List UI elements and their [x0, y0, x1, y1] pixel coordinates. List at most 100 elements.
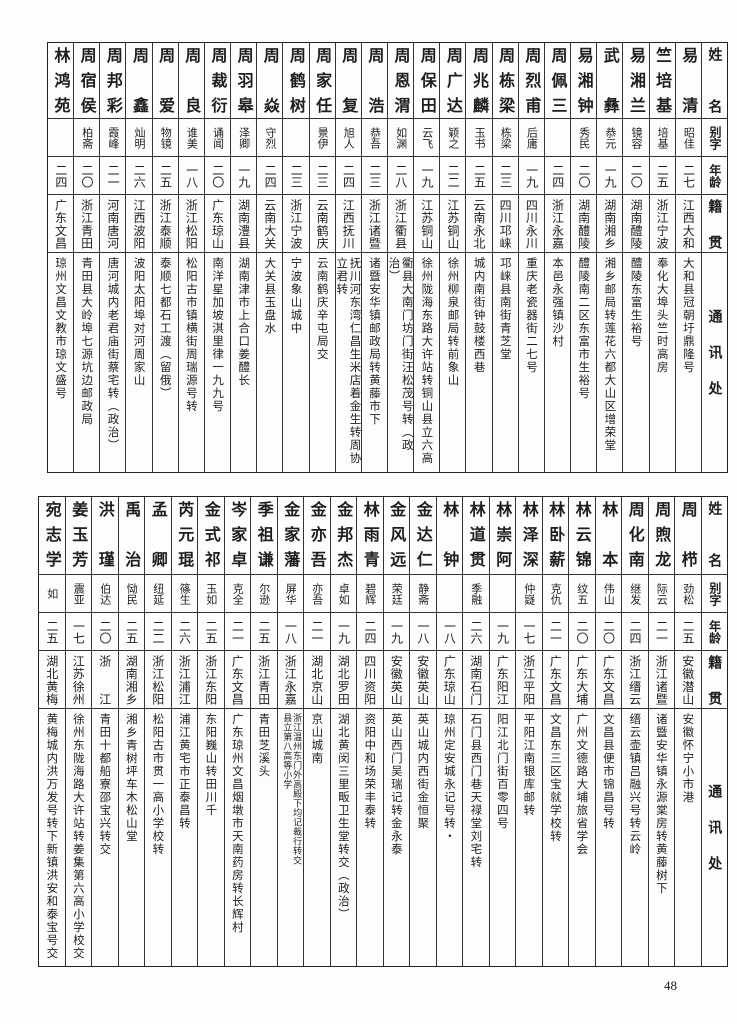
address-cell: 松阳古市镇横街周瑞源号转: [179, 253, 204, 472]
person-record: 禹治 恸民 二五 湖南湘乡 湘乡青树坪车木松山堂: [117, 497, 144, 966]
native-text: 四川邛崃: [498, 199, 513, 249]
native-cell: 湖南石门: [463, 651, 489, 709]
native-text: 浙江平阳: [521, 655, 536, 705]
native-text: 湖北京山: [309, 655, 324, 705]
name-cell: 周广达: [440, 43, 466, 119]
address-cell: 抚川河东湾仁昌生米店着金生转周协立君转: [336, 253, 361, 472]
alias-cell: 亦吾: [304, 575, 330, 613]
person-record: 周焱 守烈 二四 云南大关 大关县玉盘水: [256, 43, 283, 472]
age-cell: 二〇: [595, 613, 621, 651]
address-cell: 奉化大埠头竺时高房: [650, 253, 675, 472]
native-cell: 浙江青田: [251, 651, 277, 709]
name-text: 周宿侯: [77, 47, 97, 113]
person-record: 季祖谦 尔逊 二五 浙江青田 青田芝溪头: [250, 497, 277, 966]
native-cell: 浙江: [92, 651, 118, 709]
alias-cell: 克全: [224, 575, 250, 613]
person-record: 周保田 云飞 一九 江苏铜山 徐州陇海东路大许站转铜山县立六高: [413, 43, 440, 472]
name-text: 易湘钟: [574, 47, 594, 113]
name-cell: 周羽皋: [231, 43, 257, 119]
address-cell: 湖南津市上合口姜醴长: [231, 253, 256, 472]
address-text: 徐州柳泉邮局转前象山: [446, 257, 461, 387]
header-native: 籍贯: [701, 195, 727, 253]
person-record: 周广达 颖之 二二 江苏铜山 徐州柳泉邮局转前象山: [439, 43, 466, 472]
address-cell: 黄梅城内洪万发号转下新镇洪安和泰宝号交: [39, 709, 65, 966]
person-record: 林云锦 纹五 二〇 广东大埔 广州文德路大埔旅省学会: [568, 497, 595, 966]
alias-text: 柏斋: [80, 126, 94, 149]
name-cell: 易湘兰: [623, 43, 649, 119]
address-text: 湖南津市上合口姜醴长: [237, 257, 252, 387]
native-text: 云南大关: [262, 199, 277, 249]
native-cell: 广东大埔: [569, 651, 595, 709]
address-text: 英山城内西街金恒聚: [416, 713, 431, 830]
name-cell: 易湘钟: [571, 43, 597, 119]
name-cell: 周爱: [152, 43, 178, 119]
alias-cell: 篠生: [171, 575, 197, 613]
alias-cell: [47, 119, 74, 157]
age-text: 一八: [283, 619, 298, 644]
name-cell: 金式祁: [198, 497, 224, 575]
name-cell: 周鑫: [126, 43, 152, 119]
alias-cell: 秀民: [571, 119, 597, 157]
age-cell: 二五: [251, 613, 277, 651]
age-cell: 二四: [335, 157, 361, 195]
address-cell: 广州文德路大埔旅省学会: [569, 709, 595, 966]
alias-cell: [283, 119, 309, 157]
alias-text: 灿明: [133, 126, 147, 149]
address-text: 湘乡青树坪车木松山堂: [124, 713, 139, 843]
alias-text: 后庸: [525, 126, 539, 149]
age-cell: 二五: [466, 157, 492, 195]
age-cell: 二四: [357, 613, 383, 651]
native-cell: 浙江松阳: [145, 651, 171, 709]
native-cell: 湖北罗田: [330, 651, 356, 709]
address-text: 青田县大岭埠七源坑边邮政局: [80, 257, 95, 426]
age-cell: 二五: [675, 613, 701, 651]
alias-cell: 如: [39, 575, 65, 613]
native-cell: 四川资阳: [357, 651, 383, 709]
name-cell: 金达仁: [410, 497, 436, 575]
address-text: 青田芝溪头: [257, 713, 272, 778]
address-text: 英山西门吴瑞记转金永泰: [389, 713, 404, 856]
alias-text: 亦吾: [310, 582, 324, 605]
header-native-label: 籍贯: [706, 199, 723, 249]
address-text: 诸暨安华镇邮政局转黄藤市下: [368, 257, 382, 426]
name-text: 周鑫: [129, 47, 149, 113]
age-text: 二四: [53, 163, 68, 188]
age-cell: 二六: [126, 157, 152, 195]
alias-text: 诵闻: [211, 126, 225, 149]
header-alias-label: 别字: [707, 581, 722, 606]
address-cell: 本邑永强镇沙村: [545, 253, 570, 472]
native-text: 广东文昌: [230, 655, 245, 705]
name-text: 金达仁: [413, 501, 433, 567]
age-cell: 一八: [178, 157, 204, 195]
alias-cell: 仲嶷: [516, 575, 542, 613]
age-text: 二二: [151, 619, 166, 644]
alias-text: 培基: [656, 126, 670, 149]
alias-cell: 诵闻: [204, 119, 231, 157]
alias-text: 旭人: [342, 126, 356, 149]
person-record: 金家藩 屏华 一八 浙江永嘉 浙江温州东门外高殿下均记裁行转交 县立第八高等小学: [276, 497, 303, 966]
native-cell: 湖南澧县: [231, 195, 257, 253]
person-record: 周鑫 灿明 二六 江西波阳 波阳太阳埠对河周家山: [125, 43, 152, 472]
native-cell: 浙江东阳: [198, 651, 224, 709]
alias-text: 劲松: [681, 582, 695, 605]
alias-cell: 灿明: [126, 119, 152, 157]
address-cell: 徐州陇海东路大许站转铜山县立六高: [414, 253, 439, 472]
native-cell: 湖南醴陵: [623, 195, 649, 253]
person-record: 周煦龙 际云 二一 浙江诸暨 诸暨安华镇永源棠房转黄藤树下: [647, 497, 674, 966]
address-text: 浦江黄宅市正泰昌转: [177, 713, 192, 830]
header-name: 姓名: [701, 497, 727, 575]
name-text: 周煦龙: [652, 501, 672, 567]
address-text: 广州文德路大埔旅省学会: [575, 713, 590, 856]
alias-text: 伯达: [98, 582, 112, 605]
address-text: 波阳太阳埠对河周家山: [132, 257, 147, 387]
native-text: 广东文昌: [53, 199, 68, 249]
address-text: 湘乡邮局转莲花六都大山区增荣堂: [603, 257, 618, 452]
address-cell: 衢县大南门坊门街汪松茂号转（政治）: [388, 253, 413, 472]
address-text: 广东琼州文昌烟墩市天南药房转长辉村: [230, 713, 245, 934]
address-cell: 英山城内西街金恒聚: [410, 709, 436, 966]
name-text: 洪瑾: [95, 501, 115, 567]
name-text: 林云锦: [572, 501, 592, 567]
native-text: 浙江: [97, 655, 112, 705]
age-text: 二一: [548, 619, 563, 644]
age-cell: 一九: [518, 157, 544, 195]
